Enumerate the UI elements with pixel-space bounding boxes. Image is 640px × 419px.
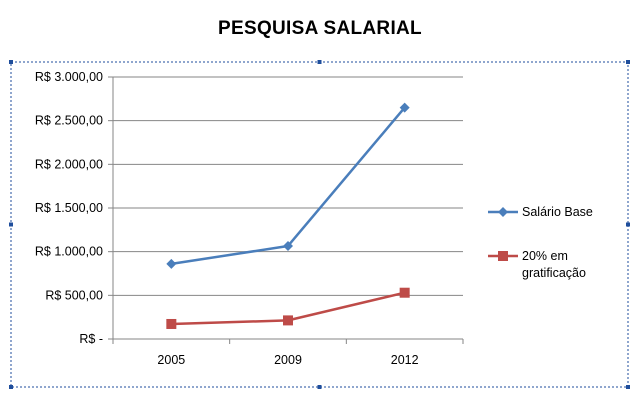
y-tick-label: R$ 1.500,00 (35, 201, 103, 215)
x-tick-label: 2012 (391, 353, 419, 367)
point-marker-diamond (166, 258, 177, 269)
resize-handle (317, 385, 322, 389)
chart-frame[interactable] (9, 60, 630, 389)
legend-label: Salário Base (522, 205, 593, 219)
point-marker-diamond (498, 207, 508, 217)
y-axis-labels: R$ - R$ 500,00 R$ 1.000,00 R$ 1.500,00 R$ 2.… (35, 70, 103, 346)
point-marker-square (166, 318, 177, 329)
gridlines (108, 76, 463, 340)
series-group (166, 102, 410, 329)
legend-label: gratificação (522, 266, 586, 280)
resize-handle (9, 385, 13, 389)
chart-title: PESQUISA SALARIAL (218, 18, 422, 39)
legend: Salário Base 20% em gratificação (488, 205, 593, 280)
chart-area-border (10, 61, 629, 388)
point-marker-square (498, 251, 508, 261)
y-tick-label: R$ 500,00 (45, 288, 103, 302)
point-marker-diamond (399, 102, 410, 113)
axes (112, 77, 464, 344)
resize-handle (626, 222, 630, 227)
series-line (171, 106, 406, 266)
resize-handle (317, 60, 322, 64)
y-tick-label: R$ 2.000,00 (35, 157, 103, 171)
point-marker-square (399, 287, 410, 298)
point-marker-diamond (283, 240, 293, 251)
y-tick-label: R$ 2.500,00 (35, 114, 103, 128)
x-tick-label: 2005 (157, 353, 185, 367)
series-2 (166, 287, 410, 329)
y-tick-label: R$ 1.000,00 (35, 245, 103, 259)
resize-handle (626, 385, 630, 389)
resize-handle (626, 60, 630, 64)
resize-handle (9, 222, 13, 227)
y-tick-label: R$ 3.000,00 (35, 70, 103, 84)
series-1 (166, 102, 410, 269)
legend-label: 20% em (522, 249, 568, 263)
y-tick-label: R$ - (79, 332, 103, 346)
resize-handle (9, 60, 13, 64)
x-tick-label: 2009 (274, 353, 302, 367)
point-marker-square (283, 315, 293, 326)
x-axis-labels: 2005 2009 2012 (157, 353, 418, 367)
